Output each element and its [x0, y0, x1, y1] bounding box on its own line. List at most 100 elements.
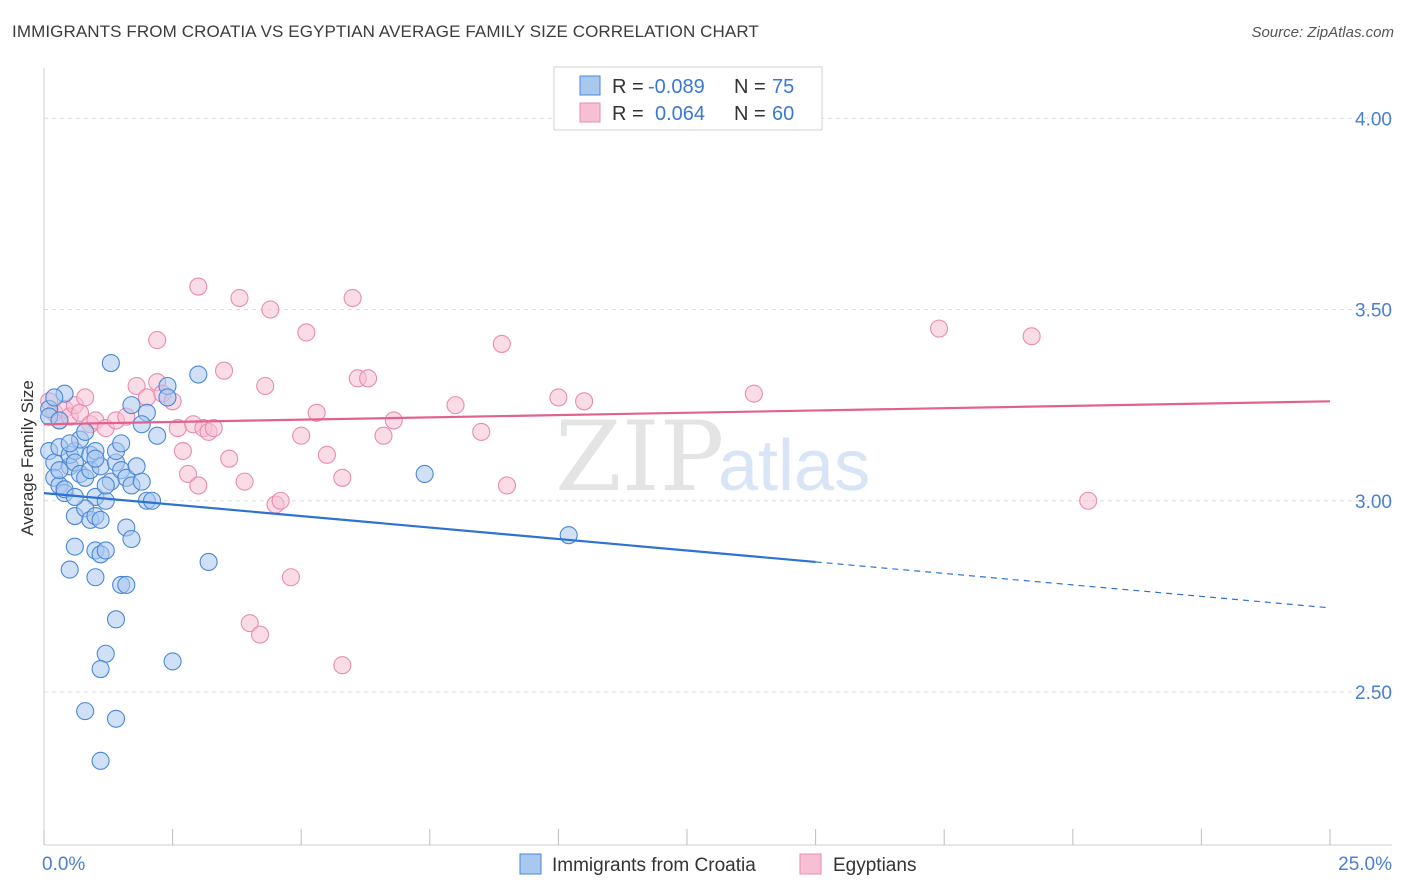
croatia-point — [86, 568, 105, 587]
croatia-point — [132, 415, 151, 434]
egyptians-point — [204, 419, 223, 438]
egyptians-trend-line — [43, 400, 1331, 426]
legend-r-label-2: R = — [612, 103, 644, 125]
bottom-legend-swatch-croatia — [519, 853, 542, 875]
croatia-point — [91, 510, 110, 529]
legend-r-value-2: 0.064 — [655, 103, 705, 125]
croatia-point — [148, 426, 167, 445]
x-tick-label-min: 0.0% — [42, 854, 85, 875]
egyptians-point — [189, 277, 208, 296]
y-tick-label: 4.00 — [1355, 109, 1392, 130]
egyptians-point — [297, 323, 316, 342]
egyptians-point — [744, 384, 763, 403]
egyptians-point — [343, 288, 362, 308]
egyptians-point — [250, 625, 270, 644]
croatia-point — [96, 541, 115, 560]
croatia-point — [163, 652, 182, 671]
legend-swatch-egyptians — [579, 102, 601, 123]
croatia-point — [117, 575, 136, 594]
egyptians-point — [359, 369, 378, 388]
croatia-point — [122, 396, 141, 415]
legend-n-value-1: 75 — [772, 76, 794, 98]
egyptians-point — [333, 656, 352, 675]
legend-r-value-1: -0.089 — [648, 76, 705, 98]
egyptians-point — [148, 331, 167, 350]
egyptians-point — [281, 568, 300, 587]
egyptians-point — [256, 376, 275, 396]
egyptians-point — [261, 300, 280, 319]
egyptians-point — [446, 396, 465, 415]
croatia-point — [127, 457, 146, 476]
legend-n-value-2: 60 — [772, 103, 794, 125]
egyptians-point — [235, 472, 254, 491]
croatia-point — [101, 353, 120, 373]
legend-n-label-2: N = — [734, 103, 766, 125]
croatia-point — [76, 422, 95, 441]
watermark-atlas: atlas — [718, 426, 870, 506]
watermark-zip: ZIP — [555, 401, 724, 513]
croatia-point — [112, 434, 131, 453]
croatia-points — [40, 353, 578, 770]
croatia-point — [50, 411, 69, 430]
egyptians-point — [220, 449, 239, 468]
egyptians-point — [374, 426, 393, 445]
croatia-point — [415, 464, 434, 484]
croatia-point — [60, 560, 79, 579]
tick-labels: 2.50 3.00 3.50 4.00 0.0% 25.0% — [42, 109, 1392, 875]
egyptians-point — [189, 476, 208, 495]
egyptians-point — [384, 411, 403, 430]
croatia-point — [65, 537, 84, 556]
croatia-point — [60, 434, 79, 453]
croatia-point — [106, 709, 126, 728]
croatia-point — [199, 552, 218, 572]
egyptians-point — [292, 426, 311, 445]
egyptians-point — [178, 464, 198, 484]
croatia-point — [96, 491, 115, 510]
bottom-legend-egyptians: Egyptians — [833, 855, 916, 876]
bottom-legend-swatch-egyptians — [799, 853, 822, 875]
egyptians-point — [230, 288, 249, 308]
bottom-legend-croatia: Immigrants from Croatia — [552, 855, 756, 876]
croatia-point — [50, 461, 69, 480]
source-label: Source: ZipAtlas.com — [1251, 24, 1394, 41]
egyptians-point — [127, 376, 146, 396]
egyptians-point — [317, 445, 336, 464]
y-tick-label: 3.00 — [1355, 492, 1392, 513]
croatia-trend-extension — [815, 561, 1331, 609]
croatia-point — [91, 751, 110, 770]
croatia-point — [45, 388, 64, 407]
egyptians-point — [549, 388, 568, 407]
croatia-point — [189, 365, 208, 384]
croatia-point — [122, 529, 141, 549]
egyptians-point — [1022, 327, 1041, 346]
croatia-point — [132, 472, 151, 491]
egyptians-point — [173, 441, 192, 461]
egyptians-point — [271, 491, 290, 510]
egyptians-point — [137, 388, 156, 407]
egyptians-point — [333, 468, 352, 487]
y-tick-label: 2.50 — [1355, 683, 1392, 704]
series-legend: Immigrants from Croatia Egyptians — [519, 853, 916, 876]
legend-r-label-1: R = — [612, 76, 644, 98]
stats-legend: R = -0.089 N = 75 R = 0.064 N = 60 — [553, 66, 823, 131]
egyptians-point — [214, 361, 234, 380]
egyptians-point — [76, 388, 95, 407]
croatia-trend-line — [43, 492, 816, 564]
croatia-point — [106, 610, 126, 629]
trend-lines — [43, 400, 1331, 609]
egyptians-point — [492, 334, 511, 353]
egyptians-point — [575, 392, 594, 411]
croatia-point — [142, 491, 162, 510]
legend-swatch-croatia — [579, 75, 601, 96]
egyptians-point — [307, 403, 326, 422]
croatia-point — [86, 449, 105, 468]
croatia-point — [158, 388, 177, 407]
croatia-point — [91, 659, 110, 679]
egyptians-point — [930, 319, 949, 338]
y-tick-label: 3.50 — [1355, 301, 1392, 322]
croatia-point — [96, 644, 115, 663]
watermark: ZIP atlas — [555, 401, 870, 513]
egyptians-point — [1079, 491, 1098, 510]
croatia-point — [96, 476, 115, 495]
